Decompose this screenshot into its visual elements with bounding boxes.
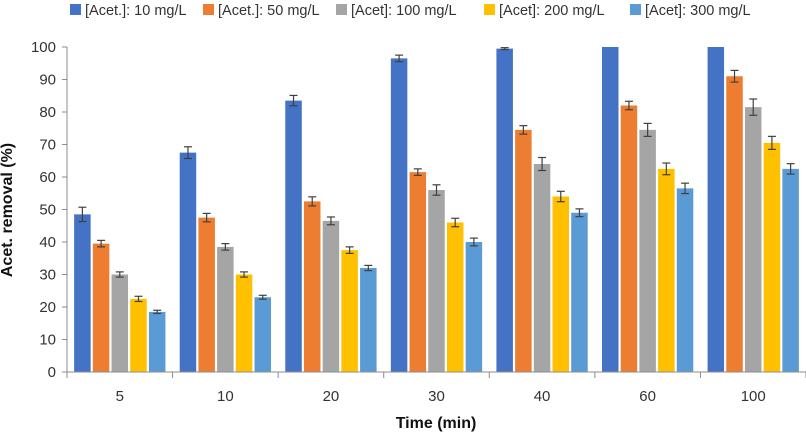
bar	[601, 47, 619, 372]
legend: [Acet.]: 10 mg/L [Acet.]: 50 mg/L [Acet]: …	[70, 3, 751, 19]
bar	[179, 152, 197, 372]
y-tick-label: 100	[31, 39, 56, 56]
y-tick-label: 90	[39, 72, 56, 89]
bar	[130, 298, 147, 372]
bar	[92, 243, 110, 372]
legend-label: [Acet]: 100 mg/L	[351, 3, 457, 19]
bar	[341, 250, 358, 372]
legend-swatch	[336, 4, 347, 15]
bar	[571, 212, 588, 372]
x-tick-label: 30	[428, 388, 445, 405]
x-tick-label: 5	[116, 388, 124, 405]
y-tick-label: 20	[39, 299, 56, 316]
bar	[763, 142, 781, 372]
y-tick-label: 80	[39, 104, 56, 121]
bar	[254, 297, 272, 372]
y-tick-label: 50	[39, 202, 56, 219]
x-tick-label: 10	[217, 388, 234, 405]
bar	[782, 168, 799, 372]
x-tick-label: 20	[323, 388, 340, 405]
bar	[285, 100, 302, 372]
y-axis-title: Acet. removal (%)	[0, 143, 16, 277]
bar	[360, 268, 377, 372]
bar	[217, 246, 234, 372]
bar	[658, 168, 675, 372]
bar	[235, 274, 253, 372]
y-axis: 0 10 20 30 40 50 60 70 80 90 100	[31, 39, 68, 381]
x-axis-title: Time (min)	[396, 415, 477, 432]
bar	[322, 220, 340, 372]
bar	[74, 214, 91, 372]
y-tick-label: 30	[39, 267, 56, 284]
bar	[533, 164, 551, 372]
y-tick-label: 70	[39, 137, 56, 154]
x-tick-label: 40	[534, 388, 551, 405]
x-tick-label: 100	[741, 388, 766, 405]
bar	[676, 188, 694, 372]
bar	[552, 196, 570, 372]
bar	[148, 311, 166, 372]
bar	[515, 129, 532, 372]
plot-area	[74, 47, 799, 372]
bar	[428, 190, 445, 372]
y-tick-label: 40	[39, 234, 56, 251]
bar	[496, 48, 513, 372]
bar	[303, 201, 321, 372]
bar	[726, 76, 743, 372]
legend-label: [Acet]: 200 mg/L	[499, 3, 605, 19]
legend-swatch	[630, 4, 641, 15]
legend-swatch	[70, 4, 81, 15]
bar	[744, 107, 762, 372]
bar	[198, 217, 215, 372]
legend-label: [Acet.]: 10 mg/L	[85, 3, 187, 19]
bar	[639, 129, 656, 372]
legend-swatch	[484, 4, 495, 15]
bar	[465, 242, 483, 372]
bar	[707, 47, 725, 372]
bar	[409, 172, 427, 372]
legend-label: [Acet.]: 50 mg/L	[218, 3, 320, 19]
x-axis: 5 10 20 30 40 60 100	[66, 371, 806, 405]
bar	[390, 58, 408, 372]
legend-swatch	[203, 4, 214, 15]
bar	[620, 105, 638, 372]
y-tick-label: 0	[48, 364, 56, 381]
legend-label: [Acet]: 300 mg/L	[645, 3, 751, 19]
bar	[446, 222, 464, 372]
y-tick-label: 10	[39, 332, 56, 349]
y-tick-label: 60	[39, 169, 56, 186]
bar	[111, 274, 129, 372]
x-tick-label: 60	[639, 388, 656, 405]
